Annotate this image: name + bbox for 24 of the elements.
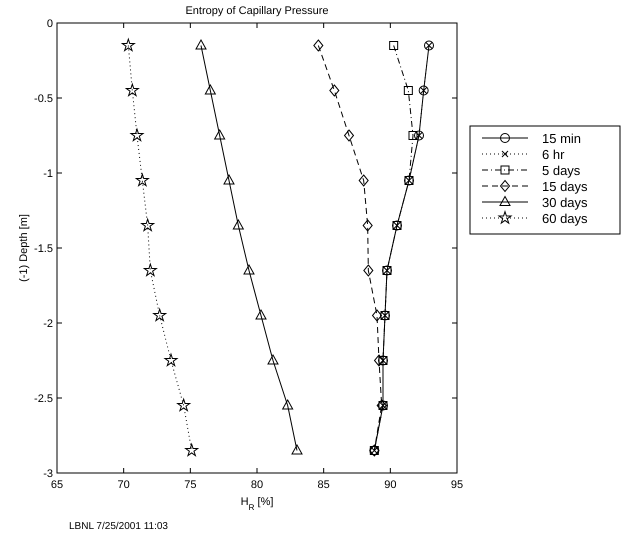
x-tick-label: 80 [250,479,264,491]
legend-label: 5 days [542,163,581,178]
legend-label: 30 days [542,195,588,210]
y-tick-label: -0.5 [34,93,53,105]
legend-label: 15 min [542,131,582,146]
legend-label: 15 days [542,179,588,194]
x-axis-title: H$_{R}$ [%] [240,496,274,512]
x-tick-label: 70 [118,479,130,491]
legend-label: 6 hr [542,147,566,162]
y-tick-label: -2.5 [34,393,53,405]
x-tick-label: 75 [184,479,196,491]
x-tick-label: 65 [50,479,64,491]
y-tick-label: 0 [46,18,53,30]
y-tick-label: -1.5 [34,243,53,255]
x-tick-label: 90 [384,479,396,491]
legend-label: 60 days [542,211,588,226]
chart-title: Entropy of Capillary Pressure [185,5,329,17]
x-tick-label: 85 [318,479,330,491]
y-tick-label: -3 [43,468,53,480]
y-tick-label: -1 [43,168,53,180]
text: LBNL 7/25/2001 11:03 [69,521,168,532]
y-tick-label: -2 [43,318,53,330]
y-axis-title: (-1) Depth [m] [18,214,30,282]
x-tick-label: 95 [450,479,464,491]
